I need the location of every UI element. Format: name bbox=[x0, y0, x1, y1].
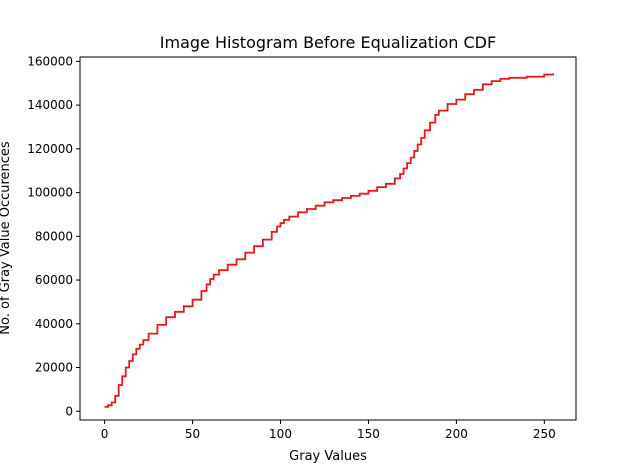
x-axis: 0 50 100 150 200 250 bbox=[101, 420, 556, 441]
y-tick-label: 60000 bbox=[35, 273, 73, 287]
plot-frame bbox=[79, 56, 577, 421]
y-tick-label: 20000 bbox=[35, 361, 73, 375]
y-tick-label: 80000 bbox=[35, 229, 73, 243]
x-tick-label: 100 bbox=[269, 427, 292, 441]
y-tick-label: 0 bbox=[65, 404, 73, 418]
y-tick-label: 160000 bbox=[27, 54, 73, 68]
plot-area bbox=[104, 73, 554, 408]
x-tick-label: 150 bbox=[357, 427, 380, 441]
chart-title: Image Histogram Before Equalization CDF bbox=[160, 33, 496, 52]
y-tick-label: 40000 bbox=[35, 317, 73, 331]
x-tick-label: 200 bbox=[445, 427, 468, 441]
y-tick-label: 100000 bbox=[27, 186, 73, 200]
x-tick-label: 0 bbox=[101, 427, 109, 441]
x-axis-label: Gray Values bbox=[289, 449, 367, 464]
y-axis-label: No. of Gray Value Occurences bbox=[0, 141, 13, 335]
y-axis: 0 20000 40000 60000 80000 100000 120000 140000 1… bbox=[27, 54, 80, 418]
y-tick-label: 140000 bbox=[27, 98, 73, 112]
cdf-series-line bbox=[104, 73, 554, 408]
y-tick-label: 120000 bbox=[27, 142, 73, 156]
x-tick-label: 50 bbox=[185, 427, 200, 441]
x-tick-label: 250 bbox=[533, 427, 556, 441]
